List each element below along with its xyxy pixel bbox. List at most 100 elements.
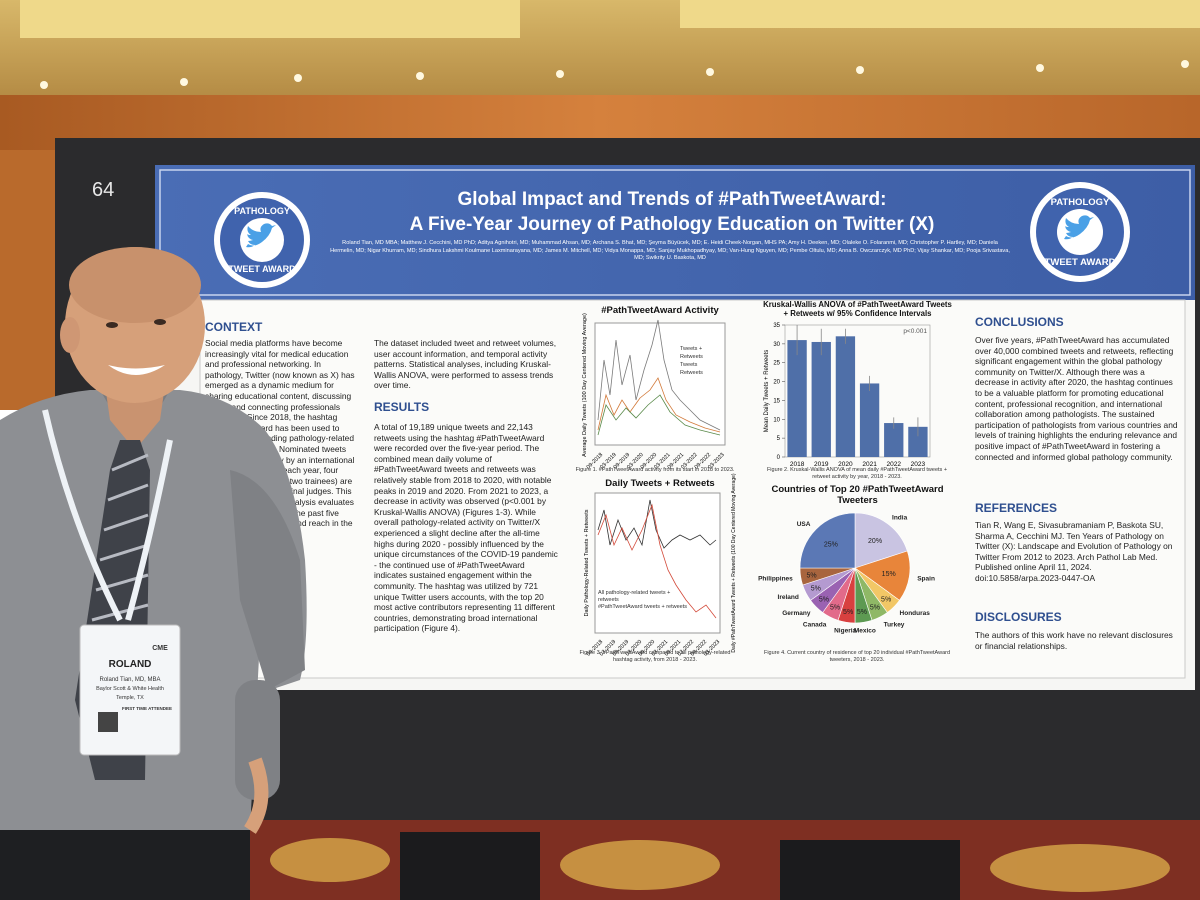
person (0, 247, 307, 900)
pie-slice (854, 512, 908, 569)
y-tick-label: 5 (777, 436, 781, 442)
badge-text: FIRST TIME ATTENDEE (122, 706, 172, 711)
y-tick-label: 10 (773, 417, 780, 423)
value-label: 5% (830, 605, 840, 612)
header-border (159, 169, 1191, 296)
figure-title: #PathTweetAward Activity (601, 305, 719, 316)
x-tick-label: 2021 (862, 461, 877, 468)
fig3-line-illustration (597, 503, 717, 619)
figure-caption: Figure 1. #PathTweetAward activity from … (575, 467, 735, 473)
pie-slice (799, 512, 856, 569)
poster-title: Global Impact and Trends of #PathTweetAw… (458, 189, 887, 210)
category-label: USA (797, 521, 811, 528)
legend-entry: Tweets + Retweets (680, 346, 703, 360)
value-label: 5% (819, 597, 829, 604)
value-label: 5% (857, 609, 867, 616)
y-tick-label: 25 (773, 361, 780, 367)
bar (835, 336, 856, 457)
category-label: Canada (803, 622, 827, 629)
legend-entry: Retweets (680, 370, 703, 376)
category-label: India (892, 515, 908, 522)
value-label: 20% (868, 538, 882, 545)
value-label: 5% (881, 597, 891, 604)
category-label: Spain (917, 575, 935, 582)
badge-text: Roland Tian, MD, MBA (99, 677, 160, 683)
figure-caption: Figure 2. Kruskal-Wallis ANOVA of mean d… (766, 467, 948, 480)
value-label: 5% (843, 609, 853, 616)
badge-text: Temple, TX (116, 695, 144, 701)
value-label: 25% (824, 541, 838, 548)
logo-text: TWEET AWARD (228, 264, 296, 274)
poster-header (155, 165, 1195, 300)
qr-code (98, 712, 118, 732)
category-label: Honduras (900, 610, 931, 617)
section-heading: RESULTS (374, 400, 430, 414)
legend-entry: All pathology-related tweets + retweets (598, 590, 671, 603)
visitor-legs (400, 832, 540, 900)
annotation: p<0.001 (903, 328, 927, 335)
badge-text: Baylor Scott & White Health (96, 686, 164, 692)
paragraph: Over five years, #PathTweetAward has acc… (975, 335, 1178, 462)
y-tick-label: 20 (773, 380, 780, 386)
plot-frame (784, 324, 931, 458)
y-axis-label: Mean Daily Tweets + Retweets (764, 350, 770, 432)
y-tick-label: 35 (773, 323, 780, 329)
value-label: 5% (806, 572, 816, 579)
bar (787, 340, 807, 457)
charts: 09-201809-201803-201903-201909-201909-20… (582, 313, 935, 658)
paragraph: Tian R, Wang E, Sivasubramaniam P, Basko… (975, 520, 1173, 583)
y-tick-label: 30 (773, 342, 780, 348)
fig1-line-illustration (597, 377, 721, 433)
category-label: Mexico (854, 628, 876, 635)
category-label: Philippines (758, 575, 793, 582)
poster-title: A Five-Year Journey of Pathology Educati… (410, 214, 935, 235)
fig3-legend: All pathology-related tweets + retweets #… (598, 590, 688, 611)
paragraph: The authors of this work have no relevan… (975, 630, 1173, 651)
paragraph: The dataset included tweet and retweet v… (374, 338, 557, 391)
y-axis-label: Daily Pathology-Related Tweets + Retweet… (584, 509, 590, 616)
section-heading: CONTEXT (205, 320, 263, 334)
visitor-legs (780, 840, 960, 900)
x-tick-label: 2020 (838, 461, 853, 468)
y-tick-label: 0 (777, 455, 781, 461)
legend-entry: Tweets (680, 362, 698, 368)
ceiling-panel (20, 0, 520, 38)
figure-title: Kruskal-Wallis ANOVA of #PathTweetAward … (763, 300, 952, 318)
logo-left (214, 192, 310, 288)
x-tick-label: 2019 (814, 461, 829, 468)
x-tick-label: 2023 (911, 461, 926, 468)
fig1-legend: Tweets + Retweets Tweets Retweets (680, 345, 725, 377)
x-tick-label: 2022 (887, 461, 902, 468)
authors: Roland Tian, MD MBA; Matthew J. Cecchini… (330, 240, 1010, 261)
logo-text: PATHOLOGY (234, 206, 290, 216)
y-tick-label: 15 (773, 398, 780, 404)
wood-wall (0, 150, 60, 410)
section-heading: REFERENCES (975, 501, 1058, 515)
y-axis-label: Average Daily Tweets (100 Day Centered M… (582, 313, 588, 457)
logo-text: TWEET AWARD (1045, 257, 1116, 268)
figure-caption: Figure 4. Current country of residence o… (763, 650, 951, 663)
legend-entry: #PathTweetAward tweets + retweets (598, 604, 688, 610)
logo-text: PATHOLOGY (1051, 197, 1110, 208)
badge-name: ROLAND (109, 659, 152, 670)
poster-number: 64 (92, 179, 114, 201)
category-label: Germany (782, 610, 811, 617)
value-label: 15% (882, 571, 896, 578)
fig1-line-illustration (597, 394, 721, 436)
section-heading: DISCLOSURES (975, 610, 1062, 624)
ceiling-panel (680, 0, 1200, 28)
category-label: Nigeria (834, 628, 856, 635)
fig1-line-illustration (597, 319, 721, 431)
x-tick-label: 2018 (790, 461, 805, 468)
figure-title: Daily Tweets + Retweets (605, 478, 715, 489)
bar (908, 426, 928, 457)
ceiling-lights (40, 60, 1189, 89)
section-heading: CONCLUSIONS (975, 315, 1064, 329)
y-axis-label: Daily #PathTweetAward Tweets + Retweets … (731, 473, 737, 652)
category-label: Turkey (884, 622, 905, 629)
badge-tag: CME (152, 645, 168, 652)
figure-caption: Figure 3. #PathTweetAward compared to al… (579, 650, 731, 663)
value-label: 5% (870, 605, 880, 612)
